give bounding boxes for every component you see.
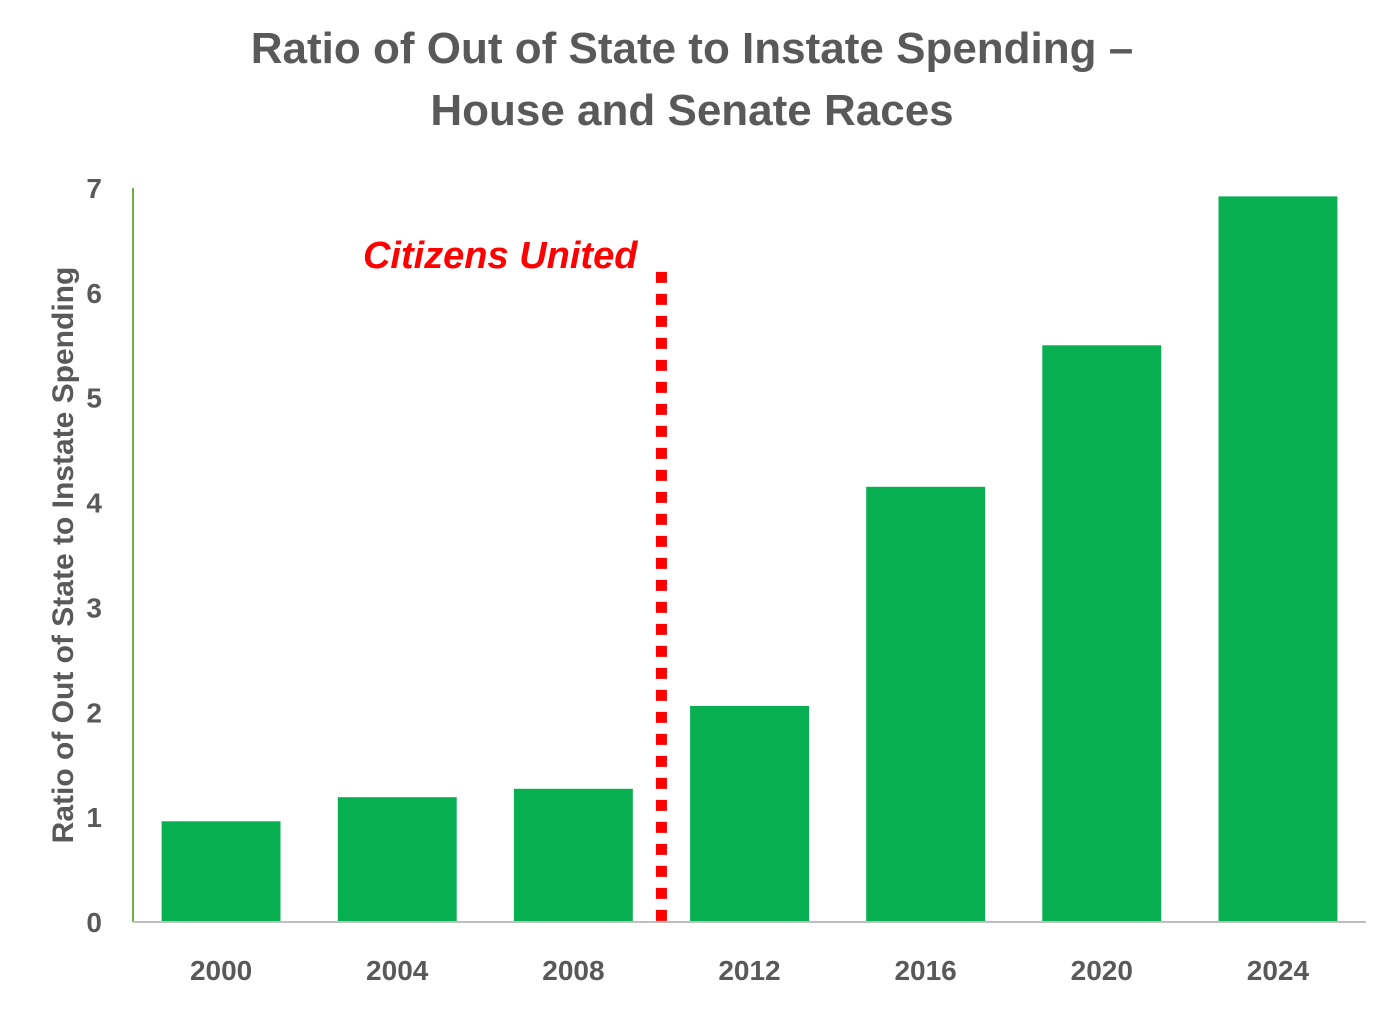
y-tick-label: 2 — [86, 697, 102, 728]
axes-group — [132, 188, 1366, 923]
y-tick-label: 5 — [86, 383, 102, 414]
annotation-group: Citizens United — [363, 235, 667, 922]
bar-2012 — [690, 706, 809, 922]
y-axis-label: Ratio of Out of State to Instate Spendin… — [47, 267, 80, 844]
y-tick-label: 3 — [86, 592, 102, 623]
x-tick-label: 2024 — [1247, 955, 1310, 986]
x-tick-label: 2020 — [1071, 955, 1133, 986]
bars-group — [161, 196, 1338, 922]
x-tick-labels: 2000 2004 2008 2012 2016 2020 2024 — [190, 955, 1310, 986]
bar-2000 — [161, 821, 281, 922]
y-tick-labels: 0 1 2 3 4 5 6 7 — [86, 173, 102, 938]
y-tick-label: 6 — [86, 278, 102, 309]
y-tick-label: 1 — [86, 802, 102, 833]
bar-2020 — [1042, 345, 1162, 922]
citizens-united-label: Citizens United — [363, 235, 638, 277]
bar-2004 — [337, 797, 457, 922]
x-tick-label: 2016 — [894, 955, 956, 986]
chart-title: Ratio of Out of State to Instate Spendin… — [0, 18, 1384, 142]
x-tick-label: 2004 — [366, 955, 429, 986]
y-tick-label: 7 — [86, 173, 102, 204]
bar-2016 — [866, 486, 986, 922]
chart-title-line-2: House and Senate Races — [430, 86, 954, 135]
y-tick-label: 4 — [86, 488, 102, 519]
x-tick-label: 2008 — [542, 955, 604, 986]
bar-2008 — [513, 788, 633, 922]
y-tick-label: 0 — [86, 907, 102, 938]
bar-2024 — [1218, 196, 1338, 922]
x-tick-label: 2012 — [718, 955, 780, 986]
x-tick-label: 2000 — [190, 955, 252, 986]
chart-title-line-1: Ratio of Out of State to Instate Spendin… — [250, 24, 1134, 73]
